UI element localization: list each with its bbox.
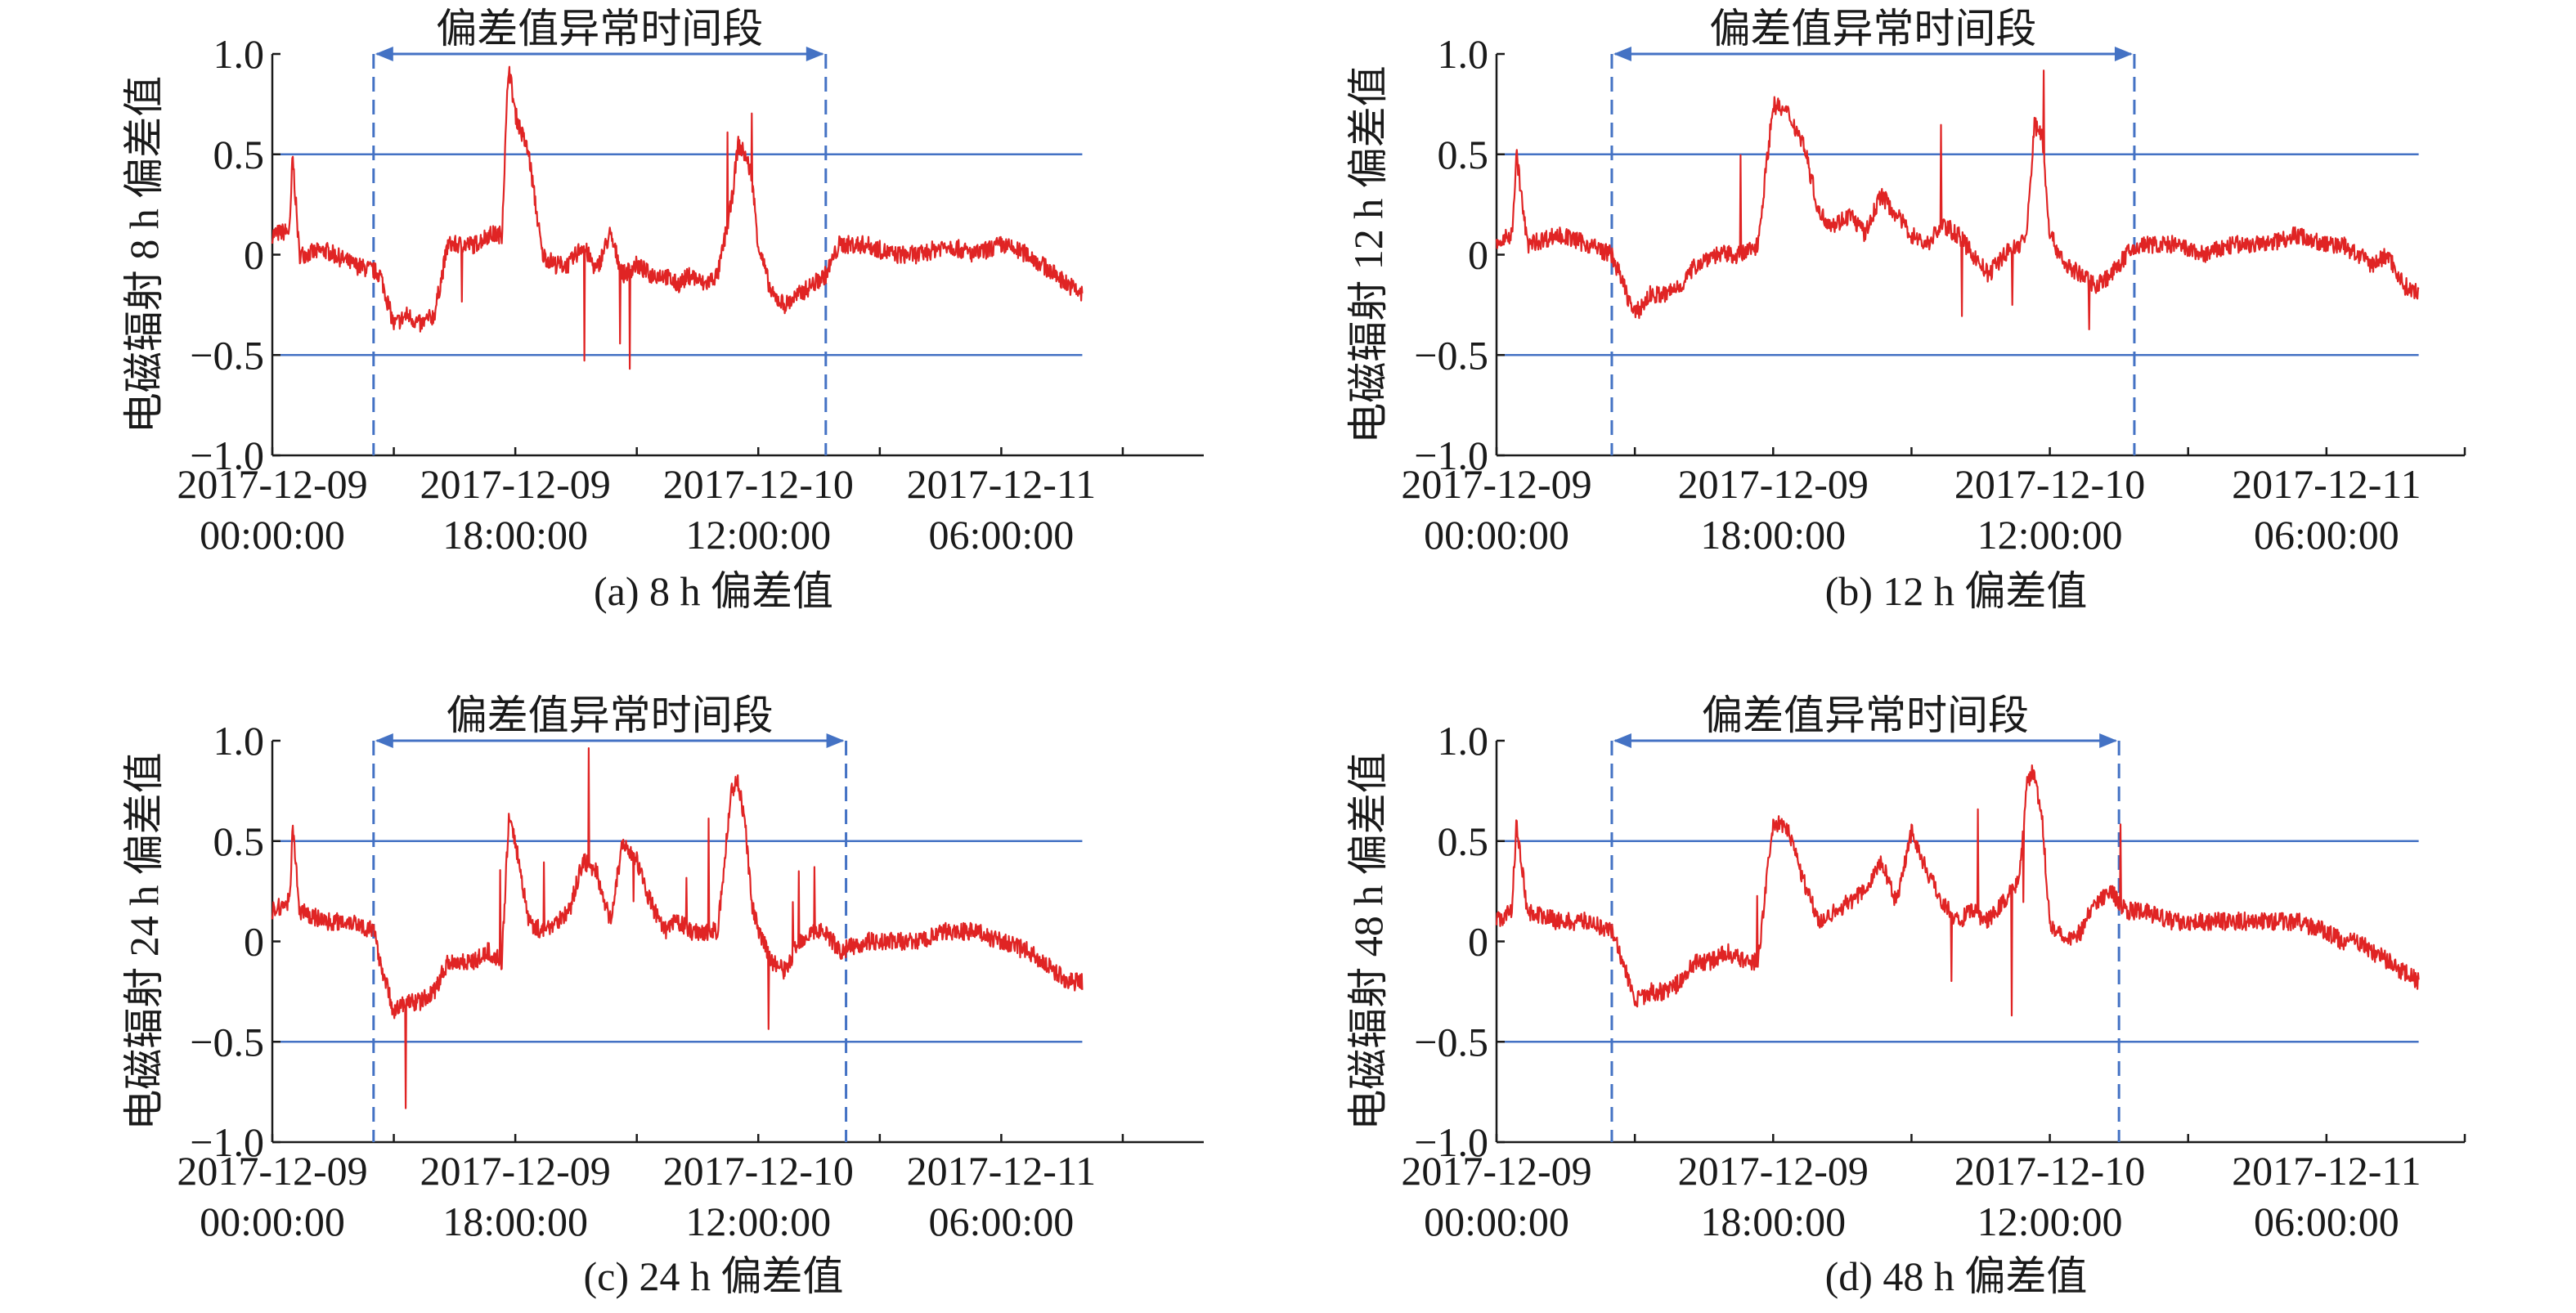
anomaly-label: 偏差值异常时间段 [447,692,774,738]
x-tick-time: 12:00:00 [1977,512,2123,558]
y-tick-label: −1.0 [1414,432,1488,478]
x-tick-date: 2017-12-09 [420,461,610,507]
x-tick-time: 06:00:00 [2254,1199,2399,1244]
x-tick-date: 2017-12-09 [1401,1148,1591,1194]
x-tick-date: 2017-12-11 [907,1148,1096,1194]
x-tick-time: 06:00:00 [928,512,1074,558]
y-tick-label: 0.5 [213,818,265,864]
y-axis-label: 电磁辐射 8 h 偏差值 [121,76,167,434]
x-tick-date: 2017-12-09 [420,1148,610,1194]
x-tick-date: 2017-12-10 [1954,1148,2145,1194]
arrow-head-right [2099,733,2118,748]
y-tick-label: −0.5 [1414,1019,1488,1064]
chart-panel-b: 1.00.50−0.5−1.02017-12-0900:00:002017-12… [1345,6,2466,614]
y-tick-label: 1.0 [1438,31,1489,77]
panel-caption: (b) 12 h 偏差值 [1825,568,2088,614]
y-tick-label: 0.5 [1438,818,1489,864]
panel-caption: (a) 8 h 偏差值 [594,568,833,614]
anomaly-label: 偏差值异常时间段 [1702,692,2029,738]
arrow-head-left [1613,733,1631,748]
arrow-head-right [2114,47,2133,61]
x-tick-time: 18:00:00 [1700,1199,1846,1244]
y-tick-label: 0 [1468,919,1488,965]
x-tick-time: 12:00:00 [685,512,831,558]
y-tick-label: 0 [244,919,264,965]
x-tick-time: 18:00:00 [442,512,588,558]
x-tick-date: 2017-12-10 [663,461,854,507]
x-tick-date: 2017-12-09 [1678,1148,1869,1194]
x-tick-time: 00:00:00 [1424,1199,1569,1244]
y-tick-label: 0.5 [213,132,265,177]
x-tick-time: 12:00:00 [685,1199,831,1244]
y-axis-label: 电磁辐射 24 h 偏差值 [121,752,167,1131]
panel-caption: (c) 24 h 偏差值 [584,1253,844,1299]
x-tick-date: 2017-12-09 [177,461,367,507]
arrow-head-left [375,47,393,61]
y-axis-label: 电磁辐射 48 h 偏差值 [1345,752,1391,1131]
x-tick-date: 2017-12-09 [177,1148,367,1194]
x-tick-date: 2017-12-11 [2232,461,2421,507]
x-tick-time: 00:00:00 [200,512,345,558]
anomaly-label: 偏差值异常时间段 [436,6,763,52]
arrow-head-left [1613,47,1631,61]
x-tick-time: 18:00:00 [1700,512,1846,558]
y-tick-label: −0.5 [190,332,264,378]
y-tick-label: 0.5 [1438,132,1489,177]
x-tick-time: 18:00:00 [442,1199,588,1244]
x-tick-date: 2017-12-11 [907,461,1096,507]
deviation-series-line [271,746,1084,1109]
x-tick-time: 06:00:00 [928,1199,1074,1244]
x-tick-date: 2017-12-10 [1954,461,2145,507]
y-tick-label: −1.0 [1414,1119,1488,1165]
x-tick-date: 2017-12-09 [1401,461,1591,507]
x-tick-date: 2017-12-11 [2232,1148,2421,1194]
arrow-head-right [806,47,824,61]
deviation-series-line [1495,69,2420,330]
y-tick-label: −1.0 [190,432,264,478]
y-tick-label: −0.5 [190,1019,264,1064]
y-axis-label: 电磁辐射 12 h 偏差值 [1345,65,1391,444]
x-tick-date: 2017-12-10 [663,1148,854,1194]
y-tick-label: 1.0 [213,718,265,764]
y-tick-label: 0 [1468,232,1488,278]
x-tick-time: 00:00:00 [200,1199,345,1244]
deviation-series-line [271,65,1084,370]
y-tick-label: 1.0 [213,31,265,77]
x-tick-time: 06:00:00 [2254,512,2399,558]
y-tick-label: −1.0 [190,1119,264,1165]
anomaly-label: 偏差值异常时间段 [1709,6,2036,52]
y-tick-label: −0.5 [1414,332,1488,378]
x-tick-time: 00:00:00 [1424,512,1569,558]
panel-caption: (d) 48 h 偏差值 [1825,1253,2088,1299]
chart-panel-a: 1.00.50−0.5−1.02017-12-0900:00:002017-12… [121,6,1204,614]
y-tick-label: 1.0 [1438,718,1489,764]
x-tick-date: 2017-12-09 [1678,461,1869,507]
arrow-head-left [375,733,393,748]
deviation-series-line [1495,764,2420,1017]
chart-panel-c: 1.00.50−0.5−1.02017-12-0900:00:002017-12… [121,692,1204,1299]
arrow-head-right [826,733,845,748]
y-tick-label: 0 [244,232,264,278]
x-tick-time: 12:00:00 [1977,1199,2123,1244]
chart-panel-d: 1.00.50−0.5−1.02017-12-0900:00:002017-12… [1345,692,2466,1299]
